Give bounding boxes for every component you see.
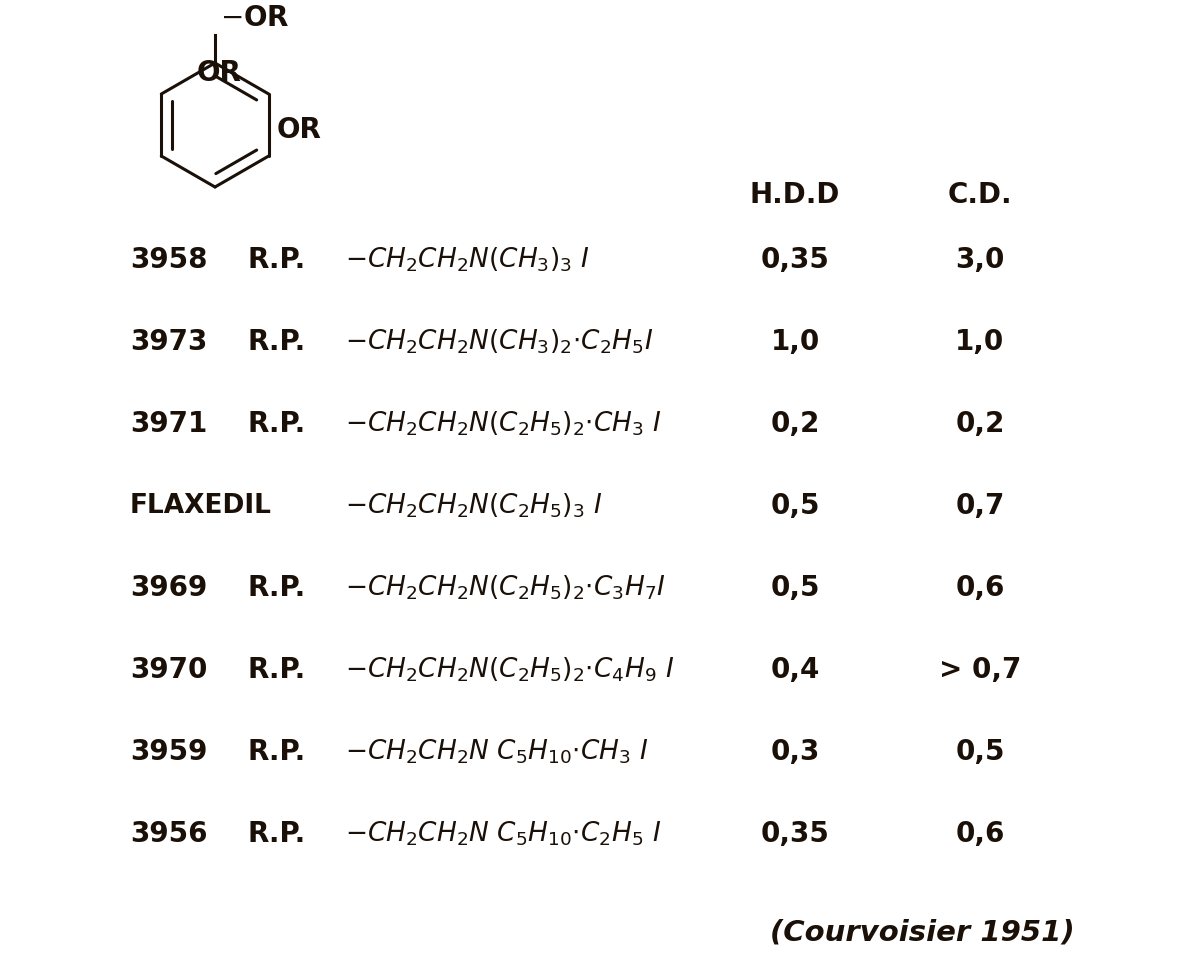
Text: 1,0: 1,0	[955, 328, 1004, 356]
Text: 0,5: 0,5	[770, 492, 820, 520]
Text: C.D.: C.D.	[948, 181, 1013, 209]
Text: 0,3: 0,3	[770, 738, 820, 766]
Text: 0,2: 0,2	[770, 410, 820, 438]
Text: R.P.: R.P.	[248, 738, 306, 766]
Text: 0,5: 0,5	[770, 574, 820, 602]
Text: 3959: 3959	[130, 738, 208, 766]
Text: H.D.D: H.D.D	[750, 181, 840, 209]
Text: $-CH_2CH_2N\ C_5H_{10}{\cdot}CH_3\ I$: $-CH_2CH_2N\ C_5H_{10}{\cdot}CH_3\ I$	[346, 738, 649, 766]
Text: $-CH_2CH_2N(C_2H_5)_2{\cdot}CH_3\ I$: $-CH_2CH_2N(C_2H_5)_2{\cdot}CH_3\ I$	[346, 410, 661, 438]
Text: $-$OR: $-$OR	[220, 4, 289, 32]
Text: 3971: 3971	[130, 410, 208, 438]
Text: R.P.: R.P.	[248, 410, 306, 438]
Text: 3,0: 3,0	[955, 246, 1004, 274]
Text: $-CH_2CH_2N(C_2H_5)_2{\cdot}C_4H_9\ I$: $-CH_2CH_2N(C_2H_5)_2{\cdot}C_4H_9\ I$	[346, 656, 674, 684]
Text: 3958: 3958	[130, 246, 208, 274]
Text: 3956: 3956	[130, 820, 208, 848]
Text: 3970: 3970	[130, 656, 208, 684]
Text: R.P.: R.P.	[248, 574, 306, 602]
Text: FLAXEDIL: FLAXEDIL	[130, 493, 272, 519]
Text: > 0,7: > 0,7	[938, 656, 1021, 684]
Text: R.P.: R.P.	[248, 656, 306, 684]
Text: 3969: 3969	[130, 574, 208, 602]
Text: 3973: 3973	[130, 328, 208, 356]
Text: 0,6: 0,6	[955, 574, 1004, 602]
Text: $-CH_2CH_2N\ C_5H_{10}{\cdot}C_2H_5\ I$: $-CH_2CH_2N\ C_5H_{10}{\cdot}C_2H_5\ I$	[346, 819, 661, 849]
Text: $-CH_2CH_2N(C_2H_5)_3\ I$: $-CH_2CH_2N(C_2H_5)_3\ I$	[346, 492, 602, 520]
Text: 0,5: 0,5	[955, 738, 1004, 766]
Text: 0,2: 0,2	[955, 410, 1004, 438]
Text: R.P.: R.P.	[248, 820, 306, 848]
Text: OR: OR	[277, 116, 322, 144]
Text: R.P.: R.P.	[248, 246, 306, 274]
Text: $-CH_2CH_2N(CH_3)_2{\cdot}C_2H_5I$: $-CH_2CH_2N(CH_3)_2{\cdot}C_2H_5I$	[346, 327, 653, 357]
Text: 0,35: 0,35	[761, 246, 829, 274]
Text: (Courvoisier 1951): (Courvoisier 1951)	[770, 918, 1075, 946]
Text: $-CH_2CH_2N(C_2H_5)_2{\cdot}C_3H_7I$: $-CH_2CH_2N(C_2H_5)_2{\cdot}C_3H_7I$	[346, 573, 666, 603]
Text: 0,7: 0,7	[955, 492, 1004, 520]
Text: 1,0: 1,0	[770, 328, 820, 356]
Text: $-CH_2CH_2N(CH_3)_3\ I$: $-CH_2CH_2N(CH_3)_3\ I$	[346, 246, 590, 274]
Text: 0,35: 0,35	[761, 820, 829, 848]
Text: 0,6: 0,6	[955, 820, 1004, 848]
Text: 0,4: 0,4	[770, 656, 820, 684]
Text: OR: OR	[196, 60, 241, 87]
Text: R.P.: R.P.	[248, 328, 306, 356]
